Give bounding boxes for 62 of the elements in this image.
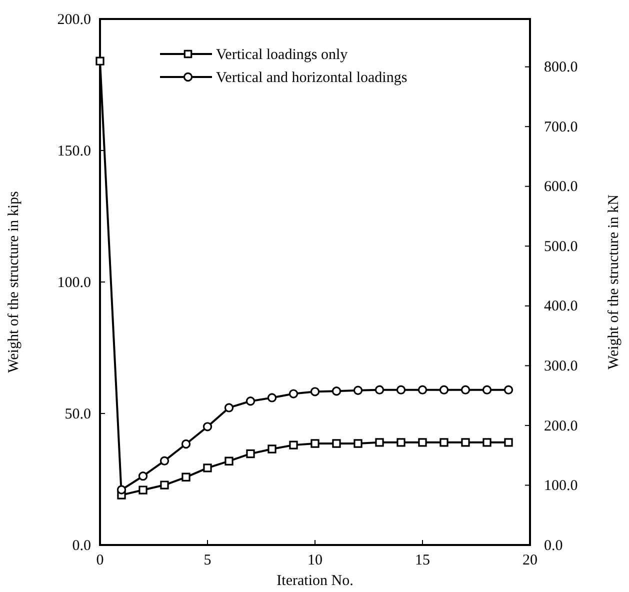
point <box>160 480 169 490</box>
y-tick-label: 150.0 <box>57 143 91 160</box>
y-tick-label: 100.0 <box>57 274 91 291</box>
point <box>504 385 514 394</box>
point <box>439 385 449 394</box>
legend-label: Vertical loadings only <box>216 47 348 63</box>
point <box>375 438 384 447</box>
point <box>332 386 342 396</box>
y2-tick-label: 500.0 <box>544 238 578 255</box>
point <box>353 386 363 395</box>
point <box>418 438 427 447</box>
point <box>138 486 148 494</box>
y2-tick-label: 300.0 <box>544 358 578 374</box>
point <box>461 438 470 447</box>
point <box>440 438 448 447</box>
point <box>396 438 406 447</box>
point <box>246 449 255 458</box>
point <box>332 439 341 448</box>
point <box>310 387 320 396</box>
point <box>202 422 212 432</box>
y2-tick-label: 600.0 <box>544 179 578 196</box>
point <box>268 444 276 454</box>
x-tick-label: 5 <box>204 552 212 568</box>
point <box>460 385 470 394</box>
point <box>203 464 212 472</box>
y-tick-label: 0.0 <box>72 538 91 554</box>
y-tick-label: 200.0 <box>57 12 91 28</box>
x-tick-label: 20 <box>522 552 538 568</box>
y2-tick-label: 100.0 <box>544 478 578 494</box>
y-axis-title: Weight of the structure in kips <box>6 191 22 373</box>
point <box>224 403 234 412</box>
y2-tick-label: 0.0 <box>544 538 563 554</box>
point <box>181 439 191 449</box>
point <box>374 385 384 394</box>
x-tick-label: 10 <box>308 552 322 568</box>
point <box>310 439 320 448</box>
y2-tick-label: 800.0 <box>544 60 578 76</box>
point <box>224 456 234 466</box>
y2-axis-title: Weight of the structure in kN <box>606 194 622 370</box>
point <box>246 396 256 406</box>
point <box>138 472 148 481</box>
point <box>418 385 428 394</box>
point <box>289 440 298 450</box>
y2-tick-label: 400.0 <box>544 298 578 315</box>
y-tick-label: 50.0 <box>64 406 91 422</box>
point <box>160 456 170 466</box>
point <box>504 438 513 447</box>
x-axis-title: Iteration No. <box>276 573 354 589</box>
point <box>396 385 406 394</box>
y2-tick-label: 200.0 <box>544 418 578 434</box>
point <box>482 385 492 394</box>
x-tick-label: 0 <box>96 552 104 568</box>
y2-tick-label: 700.0 <box>544 119 578 136</box>
legend-label: Vertical and horizontal loadings <box>216 70 408 86</box>
point <box>116 485 126 494</box>
point <box>288 389 298 398</box>
point <box>267 393 277 402</box>
point <box>96 56 104 66</box>
point <box>482 438 492 447</box>
x-tick-label: 15 <box>415 552 430 568</box>
point <box>182 472 190 482</box>
point <box>354 439 362 448</box>
